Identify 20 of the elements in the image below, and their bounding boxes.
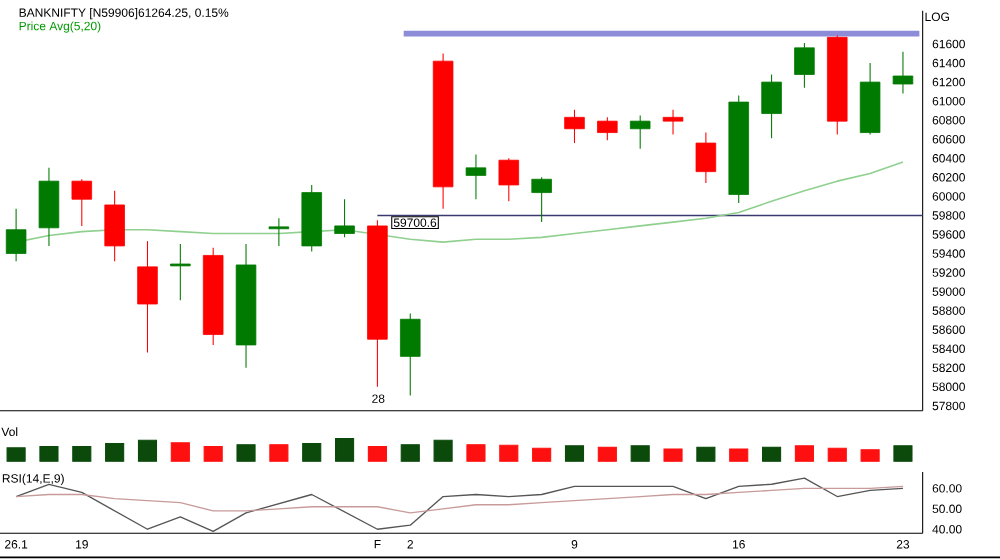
candlestick [531,176,552,223]
candlestick [892,51,914,95]
candlestick [5,208,27,262]
candlestick [662,109,684,136]
candlestick [268,217,290,247]
candlestick [38,167,60,247]
candlestick [104,190,125,262]
candlestick [400,312,421,396]
candlestick [334,198,355,238]
candlestick [695,132,717,184]
candlestick [629,114,651,150]
candlestick [794,42,815,89]
candlestick [137,240,158,354]
candlestick [564,109,585,144]
candlestick [597,116,618,141]
candlestick [71,178,93,227]
candlestick [170,243,191,301]
candlestick [761,73,782,139]
candlestick [498,157,520,202]
candlestick [465,153,487,200]
